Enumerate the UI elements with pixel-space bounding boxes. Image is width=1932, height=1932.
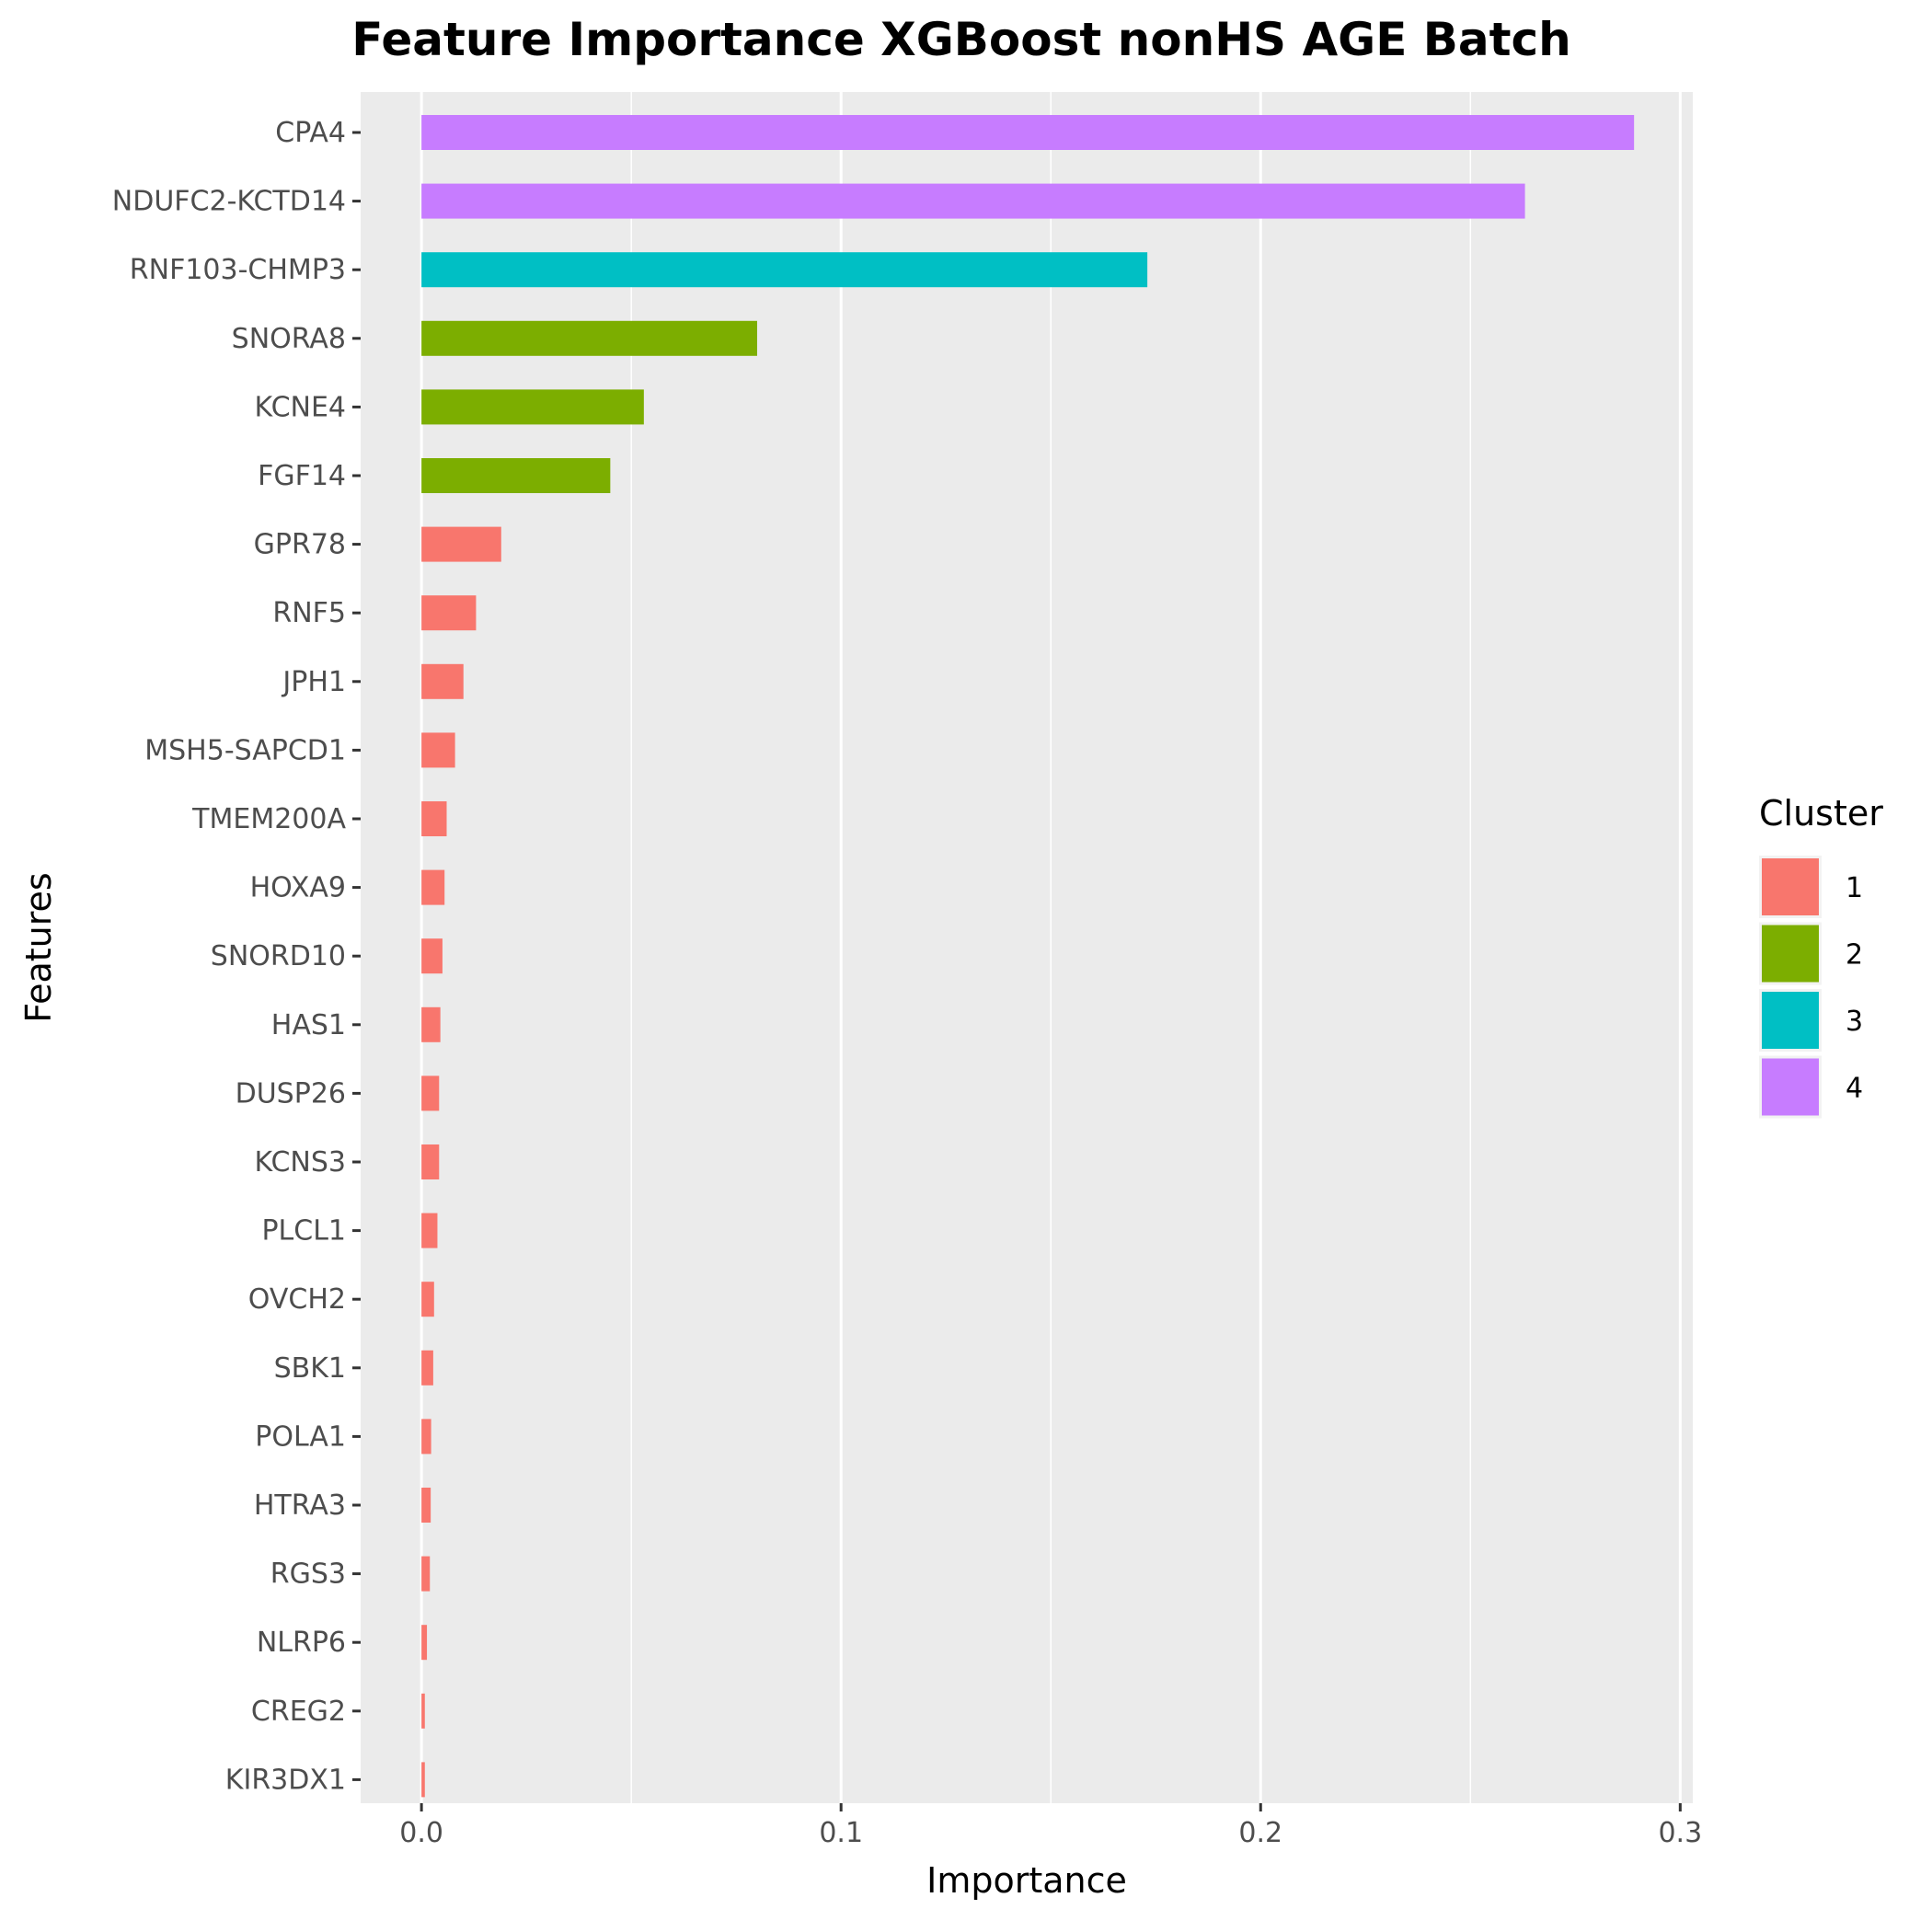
bar-snora8 <box>421 320 757 356</box>
legend-key-swatch <box>1762 1058 1819 1116</box>
y-tick-label: SNORD10 <box>211 940 346 972</box>
legend-key-swatch <box>1762 992 1819 1049</box>
legend-label: 3 <box>1846 1006 1863 1038</box>
bar-ndufc2-kctd14 <box>421 183 1525 219</box>
y-tick-label: SBK1 <box>274 1352 346 1385</box>
legend-label: 4 <box>1846 1073 1863 1105</box>
bar-sbk1 <box>421 1350 433 1386</box>
bar-htra3 <box>421 1488 431 1523</box>
y-tick-label: TMEM200A <box>191 803 346 835</box>
bar-gpr78 <box>421 526 501 562</box>
bar-kcne4 <box>421 389 644 425</box>
bar-dusp26 <box>421 1075 440 1111</box>
x-tick-label: 0.1 <box>819 1817 863 1849</box>
y-tick-label: RNF5 <box>272 597 346 629</box>
y-tick-label: NDUFC2-KCTD14 <box>112 186 346 218</box>
y-tick-label: FGF14 <box>258 460 346 492</box>
y-tick-label: RGS3 <box>270 1558 346 1591</box>
y-tick-label: HAS1 <box>271 1009 346 1041</box>
bar-kir3dx1 <box>421 1762 425 1798</box>
legend-title: Cluster <box>1759 793 1883 834</box>
y-tick-label: KIR3DX1 <box>225 1764 346 1796</box>
bar-ovch2 <box>421 1282 434 1317</box>
y-tick-label: PLCL1 <box>261 1215 346 1248</box>
bars <box>421 115 1635 1798</box>
bar-hoxa9 <box>421 869 445 905</box>
y-axis-title: Features <box>18 872 59 1022</box>
bar-jph1 <box>421 663 464 699</box>
x-axis-title: Importance <box>926 1860 1127 1901</box>
y-tick-label: OVCH2 <box>248 1283 346 1316</box>
y-axis: CPA4 NDUFC2-KCTD14 RNF103-CHMP3 SNORA8 KCNE4… <box>112 117 361 1796</box>
x-tick-label: 0.0 <box>399 1817 443 1849</box>
bar-cpa4 <box>421 115 1635 150</box>
y-tick-label: SNORA8 <box>232 323 346 355</box>
legend-label: 2 <box>1846 939 1863 972</box>
bar-tmem200a <box>421 801 447 836</box>
bar-snord10 <box>421 938 443 974</box>
y-tick-label: HOXA9 <box>250 872 346 904</box>
bar-kcns3 <box>421 1144 440 1179</box>
bar-nlrp6 <box>421 1625 428 1661</box>
bar-plcl1 <box>421 1213 438 1248</box>
bar-pola1 <box>421 1419 431 1455</box>
legend: Cluster 1 2 3 4 <box>1759 793 1883 1119</box>
bar-rgs3 <box>421 1556 431 1592</box>
legend-entries: 1 2 3 4 <box>1759 856 1863 1119</box>
bar-creg2 <box>421 1693 425 1729</box>
x-tick-label: 0.2 <box>1238 1817 1282 1849</box>
y-tick-label: KCNE4 <box>255 391 346 423</box>
bar-rnf103-chmp3 <box>421 252 1148 288</box>
legend-key-swatch <box>1762 858 1819 915</box>
x-axis: 0.0 0.1 0.2 0.3 <box>399 1803 1702 1849</box>
y-tick-label: GPR78 <box>254 529 346 561</box>
y-tick-label: CPA4 <box>275 117 346 149</box>
x-tick-label: 0.3 <box>1658 1817 1702 1849</box>
y-tick-label: RNF103-CHMP3 <box>130 254 346 286</box>
y-tick-label: POLA1 <box>255 1420 346 1453</box>
y-tick-label: NLRP6 <box>257 1627 346 1659</box>
y-tick-label: HTRA3 <box>254 1489 346 1522</box>
y-tick-label: CREG2 <box>251 1696 346 1728</box>
y-tick-label: JPH1 <box>281 666 346 698</box>
chart-title: Feature Importance XGBoost nonHS AGE Bat… <box>351 13 1571 66</box>
bar-fgf14 <box>421 458 611 493</box>
bar-rnf5 <box>421 595 477 631</box>
bar-msh5-sapcd1 <box>421 732 455 768</box>
legend-label: 1 <box>1846 872 1863 904</box>
y-tick-label: DUSP26 <box>236 1077 346 1110</box>
y-tick-label: KCNS3 <box>254 1146 346 1179</box>
y-tick-label: MSH5-SAPCD1 <box>144 734 346 766</box>
bar-has1 <box>421 1006 441 1042</box>
minor-gridlines <box>630 92 1472 1803</box>
legend-key-swatch <box>1762 925 1819 983</box>
